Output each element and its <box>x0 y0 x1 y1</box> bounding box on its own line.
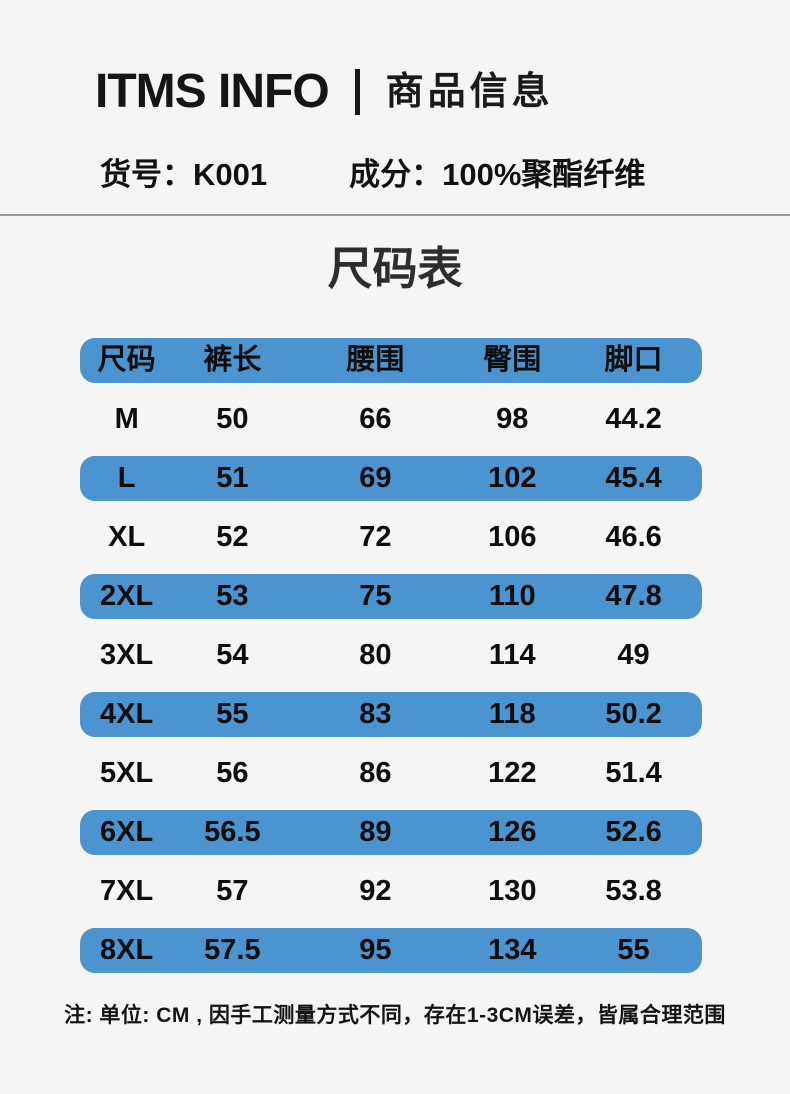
size-label-cell: 8XL <box>100 933 154 966</box>
product-info-row: 货号：K001 成分：100%聚酯纤维 <box>0 157 790 192</box>
section-subtitle: 商品信息 <box>385 71 554 113</box>
measurement-value-cell: 50 <box>216 402 249 435</box>
measurement-value-cell: 72 <box>359 520 392 553</box>
size-chart-table: 尺码 裤长 腰围 臀围 脚口 M 50 66 98 44.2 L 51 69 102 45.4 XL… <box>80 337 702 973</box>
horizontal-rule <box>0 214 790 217</box>
table-row-4xl: 4XL 55 83 118 50.2 <box>80 691 702 737</box>
table-row-6xl: 6XL 56.5 89 126 52.6 <box>80 809 702 855</box>
size-chart-title: 尺码表 <box>327 243 463 295</box>
table-row-8xl: 8XL 57.5 95 134 55 <box>80 927 702 973</box>
table-row-3xl: 3XL 54 80 114 49 <box>80 633 702 678</box>
column-header-hip: 臀围 <box>483 343 542 376</box>
page-header: ITMS INFO 商品信息 <box>0 0 790 116</box>
size-label-cell: M <box>114 402 139 435</box>
measurement-value-cell: 69 <box>359 461 392 494</box>
measurement-value-cell: 53.8 <box>605 874 662 907</box>
table-row-xl: XL 52 72 106 46.6 <box>80 515 702 560</box>
measurement-value-cell: 55 <box>216 697 249 730</box>
measurement-value-cell: 49 <box>617 638 650 671</box>
size-label-cell: L <box>117 461 136 494</box>
measurement-value-cell: 45.4 <box>605 461 662 494</box>
measurement-value-cell: 83 <box>359 697 392 730</box>
measurement-value-cell: 51.4 <box>605 756 662 789</box>
table-header-row: 尺码 裤长 腰围 臀围 脚口 <box>80 337 702 383</box>
measurement-value-cell: 130 <box>488 874 537 907</box>
vertical-divider <box>354 69 360 115</box>
measurement-value-cell: 118 <box>488 697 536 730</box>
column-header-leg-opening: 脚口 <box>604 343 663 376</box>
measurement-value-cell: 75 <box>359 579 392 612</box>
size-label-cell: XL <box>108 520 146 553</box>
measurement-value-cell: 106 <box>488 520 537 553</box>
table-body: M 50 66 98 44.2 L 51 69 102 45.4 XL 52 72 106 46.6 2XL 5… <box>80 397 702 973</box>
size-label-cell: 6XL <box>100 815 154 848</box>
measurement-value-cell: 122 <box>488 756 537 789</box>
measurement-value-cell: 51 <box>216 461 249 494</box>
measurement-value-cell: 89 <box>359 815 392 848</box>
measurement-value-cell: 46.6 <box>605 520 662 553</box>
column-header-size: 尺码 <box>97 343 156 376</box>
size-label-cell: 4XL <box>100 697 154 730</box>
size-label-cell: 5XL <box>100 756 154 789</box>
measurement-value-cell: 114 <box>488 638 536 671</box>
size-label-cell: 3XL <box>100 638 154 671</box>
measurement-value-cell: 56.5 <box>204 815 261 848</box>
measurement-value-cell: 56 <box>216 756 249 789</box>
measurement-value-cell: 92 <box>359 874 392 907</box>
measurement-value-cell: 54 <box>216 638 249 671</box>
table-row-5xl: 5XL 56 86 122 51.4 <box>80 751 702 796</box>
measurement-value-cell: 66 <box>359 402 392 435</box>
measurement-value-cell: 57 <box>216 874 249 907</box>
measurement-value-cell: 52 <box>216 520 249 553</box>
measurement-value-cell: 95 <box>359 933 392 966</box>
composition: 成分：100%聚酯纤维 <box>349 157 646 192</box>
table-row-7xl: 7XL 57 92 130 53.8 <box>80 869 702 914</box>
table-row-m: M 50 66 98 44.2 <box>80 397 702 442</box>
table-row-2xl: 2XL 53 75 110 47.8 <box>80 573 702 619</box>
measurement-value-cell: 57.5 <box>204 933 261 966</box>
measurement-value-cell: 52.6 <box>605 815 662 848</box>
column-header-pants-length: 裤长 <box>203 343 262 376</box>
measurement-value-cell: 126 <box>488 815 537 848</box>
brand-logo-text: ITMS INFO <box>95 65 330 118</box>
column-header-waist: 腰围 <box>346 343 405 376</box>
measurement-value-cell: 44.2 <box>605 402 662 435</box>
measurement-value-cell: 86 <box>359 756 392 789</box>
measurement-note: 注: 单位: CM , 因手工测量方式不同，存在1-3CM误差，皆属合理范围 <box>64 1003 726 1027</box>
measurement-value-cell: 50.2 <box>605 697 662 730</box>
size-label-cell: 7XL <box>100 874 154 907</box>
measurement-value-cell: 53 <box>216 579 249 612</box>
table-row-l: L 51 69 102 45.4 <box>80 455 702 501</box>
measurement-value-cell: 55 <box>617 933 650 966</box>
measurement-value-cell: 134 <box>488 933 537 966</box>
item-number: 货号：K001 <box>100 157 268 192</box>
measurement-value-cell: 110 <box>488 579 536 612</box>
measurement-value-cell: 47.8 <box>605 579 662 612</box>
measurement-value-cell: 102 <box>488 461 537 494</box>
measurement-value-cell: 98 <box>496 402 529 435</box>
size-label-cell: 2XL <box>100 579 154 612</box>
measurement-value-cell: 80 <box>359 638 392 671</box>
